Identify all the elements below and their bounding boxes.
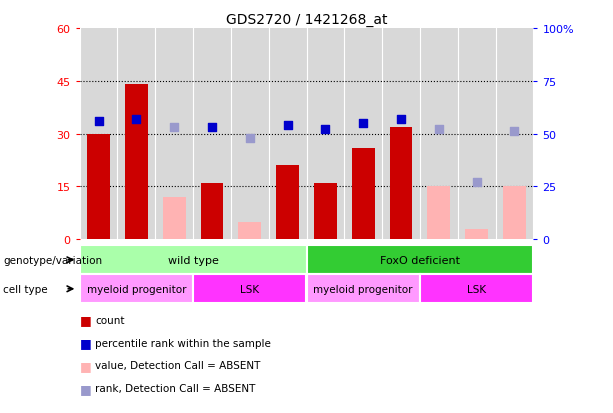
Bar <box>390 127 413 240</box>
Bar <box>427 187 450 240</box>
Bar <box>420 275 533 304</box>
Text: count: count <box>95 315 124 325</box>
Bar <box>231 29 268 240</box>
Text: FoxO deficient: FoxO deficient <box>380 255 460 265</box>
Bar <box>80 29 118 240</box>
Point <box>207 125 217 131</box>
Text: value, Detection Call = ABSENT: value, Detection Call = ABSENT <box>95 361 261 370</box>
Point <box>94 118 104 125</box>
Point <box>283 123 292 129</box>
Point <box>321 127 330 133</box>
Bar <box>314 183 337 240</box>
Point <box>509 129 519 135</box>
Bar <box>118 29 155 240</box>
Text: percentile rank within the sample: percentile rank within the sample <box>95 338 271 348</box>
Bar <box>193 29 231 240</box>
Text: cell type: cell type <box>3 284 48 294</box>
Bar <box>465 229 488 240</box>
Bar <box>80 275 193 304</box>
Bar <box>155 29 193 240</box>
Bar <box>125 85 148 240</box>
Point <box>169 125 179 131</box>
Bar <box>87 134 110 240</box>
Text: LSK: LSK <box>240 284 259 294</box>
Bar <box>306 246 533 275</box>
Bar <box>495 29 533 240</box>
Bar <box>193 275 306 304</box>
Bar <box>163 197 186 240</box>
Bar <box>200 183 223 240</box>
Bar <box>268 29 306 240</box>
Text: ■: ■ <box>80 336 91 349</box>
Text: ■: ■ <box>80 313 91 327</box>
Point <box>358 121 368 127</box>
Text: myeloid progenitor: myeloid progenitor <box>313 284 413 294</box>
Point <box>131 116 141 123</box>
Point <box>434 127 444 133</box>
Bar <box>420 29 458 240</box>
Bar <box>382 29 420 240</box>
Bar <box>80 246 306 275</box>
Bar <box>238 222 261 240</box>
Bar <box>352 148 375 240</box>
Text: ■: ■ <box>80 359 91 372</box>
Text: myeloid progenitor: myeloid progenitor <box>86 284 186 294</box>
Bar <box>306 29 345 240</box>
Text: wild type: wild type <box>168 255 218 265</box>
Point <box>396 116 406 123</box>
Bar <box>345 29 382 240</box>
Bar <box>306 275 420 304</box>
Text: rank, Detection Call = ABSENT: rank, Detection Call = ABSENT <box>95 383 256 393</box>
Text: ■: ■ <box>80 382 91 395</box>
Point <box>472 179 482 186</box>
Point <box>245 135 255 142</box>
Bar <box>276 166 299 240</box>
Bar <box>458 29 495 240</box>
Title: GDS2720 / 1421268_at: GDS2720 / 1421268_at <box>226 12 387 26</box>
Text: LSK: LSK <box>467 284 486 294</box>
Bar <box>503 187 526 240</box>
Text: genotype/variation: genotype/variation <box>3 255 102 265</box>
